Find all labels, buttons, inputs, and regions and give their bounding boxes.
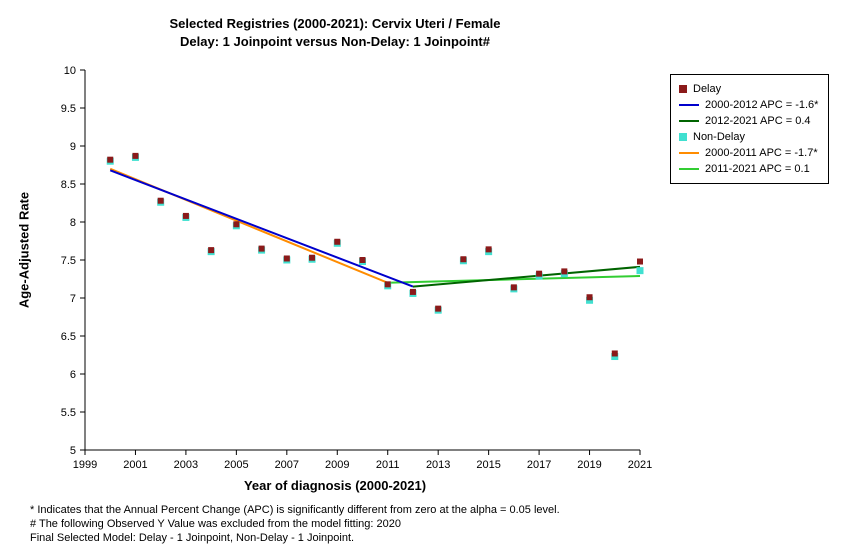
x-tick-label: 1999 <box>73 459 97 471</box>
y-tick-label: 6.5 <box>61 331 76 343</box>
delay-point <box>385 281 391 287</box>
delay-point <box>587 294 593 300</box>
delay-point <box>612 350 618 356</box>
chart-stage: Selected Registries (2000-2021): Cervix … <box>0 0 857 554</box>
x-tick-label: 2007 <box>275 459 299 471</box>
legend-item: 2000-2011 APC = -1.7* <box>679 145 818 161</box>
legend-label: 2000-2011 APC = -1.7* <box>705 147 818 159</box>
nondelay-point <box>637 267 644 274</box>
footnote-3: Final Selected Model: Delay - 1 Joinpoin… <box>30 532 354 544</box>
x-tick-label: 2001 <box>123 459 147 471</box>
x-tick-label: 2019 <box>577 459 601 471</box>
delay-point <box>233 221 239 227</box>
x-tick-label: 2021 <box>628 459 652 471</box>
delay-point <box>637 259 643 265</box>
delay-point <box>284 255 290 261</box>
delay-point <box>158 198 164 204</box>
y-tick-label: 5 <box>70 445 76 457</box>
delay-point <box>460 256 466 262</box>
y-tick-label: 8 <box>70 217 76 229</box>
delay-point <box>107 157 113 163</box>
y-tick-label: 8.5 <box>61 179 76 191</box>
x-axis-label: Year of diagnosis (2000-2021) <box>0 478 670 493</box>
legend-marker-icon <box>679 85 687 93</box>
legend-label: 2011-2021 APC = 0.1 <box>705 163 810 175</box>
delay-point <box>309 255 315 261</box>
x-tick-label: 2015 <box>476 459 500 471</box>
delay-point <box>360 257 366 263</box>
y-tick-label: 7.5 <box>61 255 76 267</box>
legend-item: 2000-2012 APC = -1.6* <box>679 97 818 113</box>
legend-item: 2012-2021 APC = 0.4 <box>679 113 818 129</box>
x-tick-label: 2013 <box>426 459 450 471</box>
legend-label: Non-Delay <box>693 131 745 143</box>
footnote-1: * Indicates that the Annual Percent Chan… <box>30 504 560 516</box>
footnote-2: # The following Observed Y Value was exc… <box>30 518 401 530</box>
delay-point <box>486 246 492 252</box>
delay-point <box>561 268 567 274</box>
y-tick-label: 9 <box>70 141 76 153</box>
x-tick-label: 2005 <box>224 459 248 471</box>
legend-label: 2012-2021 APC = 0.4 <box>705 115 811 127</box>
delay-point <box>435 306 441 312</box>
y-tick-label: 9.5 <box>61 103 76 115</box>
x-tick-label: 2009 <box>325 459 349 471</box>
legend-marker-icon <box>679 133 687 141</box>
delay-point <box>259 246 265 252</box>
delay-point <box>183 213 189 219</box>
legend-line-icon <box>679 104 699 106</box>
legend-line-icon <box>679 120 699 122</box>
y-tick-label: 5.5 <box>61 407 76 419</box>
legend-label: Delay <box>693 83 721 95</box>
x-tick-label: 2011 <box>376 459 400 471</box>
legend-line-icon <box>679 152 699 154</box>
legend-label: 2000-2012 APC = -1.6* <box>705 99 818 111</box>
y-tick-label: 7 <box>70 293 76 305</box>
x-tick-label: 2017 <box>527 459 551 471</box>
delay-trend-seg1 <box>110 170 413 286</box>
legend-line-icon <box>679 168 699 170</box>
delay-point <box>410 289 416 295</box>
delay-point <box>334 239 340 245</box>
y-tick-label: 6 <box>70 369 76 381</box>
delay-point <box>511 284 517 290</box>
delay-point <box>208 247 214 253</box>
delay-point <box>536 271 542 277</box>
x-tick-label: 2003 <box>174 459 198 471</box>
y-tick-label: 10 <box>64 65 76 77</box>
legend-item: Non-Delay <box>679 129 818 145</box>
legend-box: Delay 2000-2012 APC = -1.6* 2012-2021 APC … <box>670 74 829 184</box>
legend-item: Delay <box>679 81 818 97</box>
legend-item: 2011-2021 APC = 0.1 <box>679 161 818 177</box>
delay-point <box>132 153 138 159</box>
